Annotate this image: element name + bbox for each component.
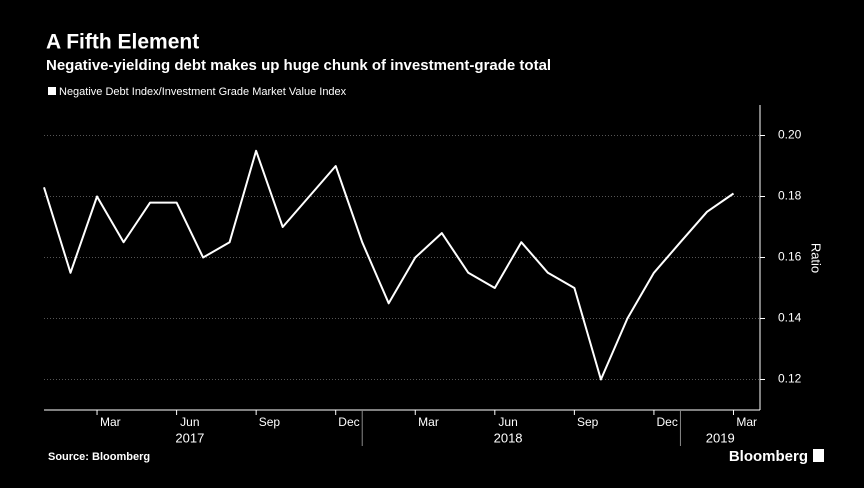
y-tick-label: 0.14 bbox=[778, 311, 802, 325]
x-tick-label: Sep bbox=[577, 415, 599, 429]
y-tick-label: 0.18 bbox=[778, 189, 802, 203]
y-tick-label: 0.16 bbox=[778, 250, 802, 264]
chart-title: A Fifth Element bbox=[46, 31, 199, 54]
x-tick-label: Mar bbox=[100, 415, 121, 429]
legend-label: Negative Debt Index/Investment Grade Mar… bbox=[59, 86, 347, 98]
source: Source: Bloomberg bbox=[48, 451, 150, 463]
y-axis-label: Ratio bbox=[809, 243, 824, 273]
year-label: 2017 bbox=[175, 430, 204, 445]
x-tick-label: Dec bbox=[338, 415, 359, 429]
logo: Bloomberg bbox=[729, 448, 808, 465]
x-tick-label: Jun bbox=[498, 415, 517, 429]
year-label: 2019 bbox=[706, 430, 735, 445]
x-tick-label: Jun bbox=[180, 415, 199, 429]
x-tick-label: Mar bbox=[418, 415, 439, 429]
chart-subtitle: Negative-yielding debt makes up huge chu… bbox=[46, 57, 551, 74]
y-tick-label: 0.20 bbox=[778, 128, 802, 142]
x-tick-label: Sep bbox=[259, 415, 281, 429]
x-tick-label: Mar bbox=[736, 415, 757, 429]
x-tick-label: Dec bbox=[657, 415, 678, 429]
logo-icon bbox=[813, 449, 824, 462]
year-label: 2018 bbox=[494, 430, 523, 445]
y-tick-label: 0.12 bbox=[778, 372, 802, 386]
data-line bbox=[43, 149, 735, 381]
legend-swatch bbox=[48, 87, 56, 95]
